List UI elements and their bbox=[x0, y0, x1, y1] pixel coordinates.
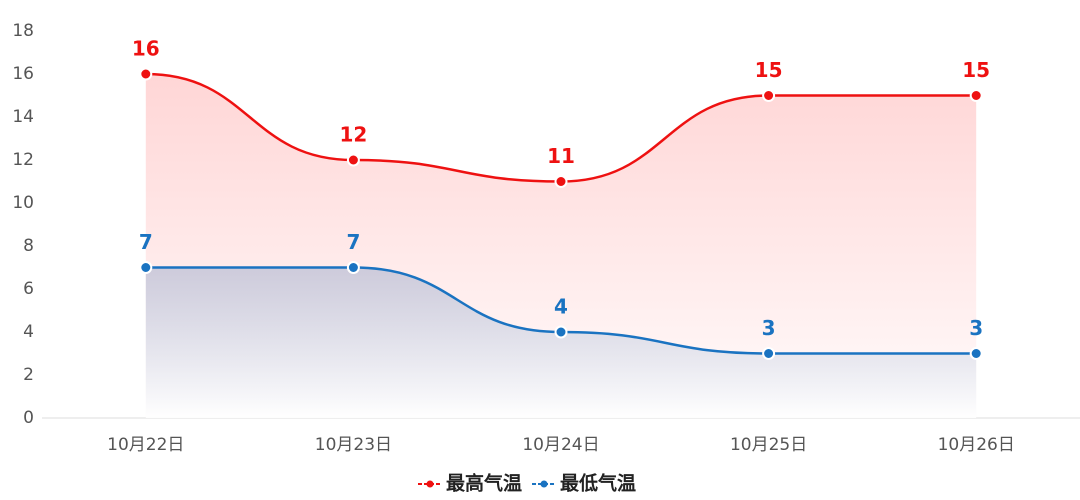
point bbox=[969, 89, 983, 102]
y-tick-label: 4 bbox=[23, 322, 34, 342]
value-label: 7 bbox=[139, 230, 153, 254]
value-label: 4 bbox=[554, 295, 568, 319]
legend-label: 最低气温 bbox=[560, 472, 636, 495]
x-tick-label: 10月24日 bbox=[522, 435, 599, 455]
point bbox=[346, 261, 360, 274]
y-tick-label: 16 bbox=[12, 64, 34, 84]
point bbox=[762, 89, 776, 102]
y-tick-label: 0 bbox=[23, 408, 34, 428]
point bbox=[139, 67, 153, 81]
value-label: 15 bbox=[755, 58, 783, 82]
value-label: 3 bbox=[762, 316, 776, 340]
point bbox=[554, 175, 568, 188]
y-tick-label: 12 bbox=[12, 150, 34, 170]
legend-dot bbox=[540, 480, 548, 488]
x-tick-label: 10月23日 bbox=[315, 435, 392, 455]
x-tick-label: 10月25日 bbox=[730, 435, 807, 455]
value-label: 15 bbox=[962, 58, 990, 82]
y-tick-label: 18 bbox=[12, 21, 34, 41]
point bbox=[139, 261, 153, 274]
y-tick-label: 14 bbox=[12, 107, 34, 127]
x-tick-label: 10月22日 bbox=[107, 435, 184, 455]
value-label: 7 bbox=[346, 230, 360, 254]
value-label: 11 bbox=[547, 144, 575, 168]
point bbox=[554, 325, 568, 339]
area bbox=[145, 267, 977, 418]
legend-dot bbox=[426, 480, 434, 488]
value-label: 3 bbox=[969, 316, 983, 340]
value-label: 16 bbox=[132, 37, 160, 61]
point bbox=[762, 347, 776, 360]
value-label: 12 bbox=[339, 123, 367, 147]
point bbox=[969, 347, 983, 360]
point bbox=[346, 153, 360, 167]
x-tick-label: 10月26日 bbox=[938, 435, 1015, 455]
y-tick-label: 2 bbox=[23, 365, 34, 385]
y-tick-label: 6 bbox=[23, 279, 34, 299]
legend-label: 最高气温 bbox=[446, 472, 522, 495]
y-tick-label: 8 bbox=[23, 236, 34, 256]
y-tick-label: 10 bbox=[12, 193, 34, 213]
